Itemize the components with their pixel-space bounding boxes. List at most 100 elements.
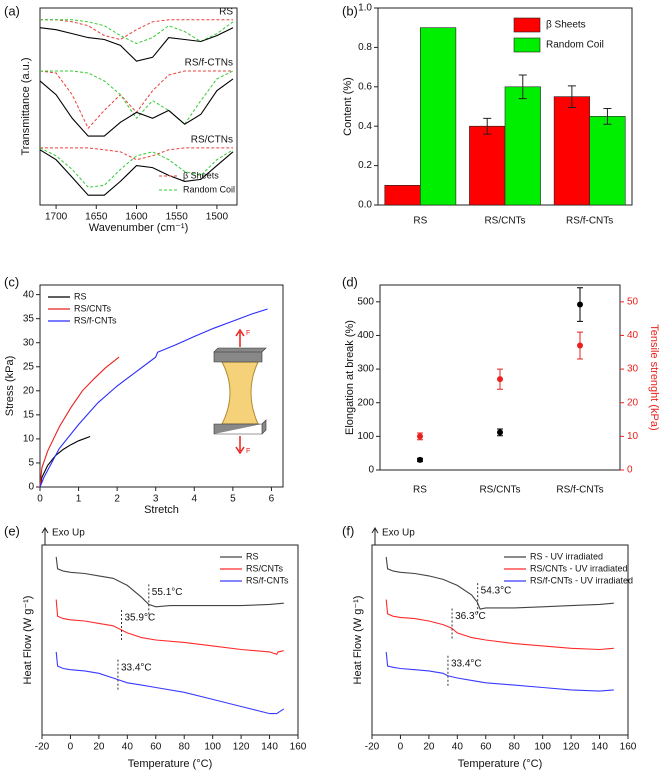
transition-label: 55.1°C <box>152 587 183 598</box>
point <box>577 342 583 349</box>
x-tick-label: 2 <box>114 494 120 505</box>
x-tick-label: 140 <box>591 742 608 753</box>
random-coil-curve <box>40 70 234 125</box>
bar <box>384 185 421 206</box>
transition-label: 36.3°C <box>455 611 486 622</box>
y-axis-label: Heat Flow (W g⁻¹) <box>22 596 34 685</box>
y-tick-label: 15 <box>23 409 35 420</box>
point <box>417 456 423 463</box>
y-tick-label: 0 <box>28 482 34 493</box>
sample-label: RS/CTNs <box>191 135 233 146</box>
x-tick-label: 1500 <box>206 212 229 223</box>
x-axis-label: Wavenumber (cm⁻¹) <box>89 222 189 234</box>
inset-sample <box>221 361 259 425</box>
series-line <box>385 556 614 610</box>
inset-arrow <box>235 328 245 455</box>
x-tick-label: 20 <box>423 742 435 753</box>
beta-sheet-curve <box>39 70 233 130</box>
x-tick-label: RS/CNTs <box>484 216 525 227</box>
bar <box>504 86 541 206</box>
x-tick-label: 0 <box>37 494 43 505</box>
bar <box>553 96 590 206</box>
y-tick-label: 5 <box>28 458 34 469</box>
y-tick-label: 30 <box>23 337 35 348</box>
x-tick-label: -20 <box>365 742 380 753</box>
random-coil-curve <box>40 19 234 45</box>
legend-label: RS/CNTs - UV irradiated <box>530 563 628 573</box>
x-tick-label: RS/CNTs <box>479 485 520 496</box>
y-tick-label: 1.0 <box>358 3 372 14</box>
x-tick-label: 1600 <box>125 212 148 223</box>
x-tick-label: 40 <box>122 742 134 753</box>
y-axis-label: Elongation at break (%) <box>344 320 356 435</box>
point <box>497 376 503 383</box>
y-tick-label: 35 <box>23 313 35 324</box>
panel-label: (a) <box>4 3 20 18</box>
error-bar <box>603 107 612 125</box>
inset-plate <box>213 347 267 363</box>
x-tick-label: 1550 <box>166 212 189 223</box>
y-axis-label: Heat Flow (W g⁻¹) <box>352 596 364 685</box>
y-tick-label: 100 <box>357 431 374 442</box>
series-line <box>55 556 284 608</box>
series-line <box>55 651 285 715</box>
x-tick-label: 60 <box>480 742 492 753</box>
y-tick-label: 10 <box>23 434 35 445</box>
bar <box>589 116 626 206</box>
plot-frame <box>39 284 284 488</box>
y-tick-label: 400 <box>357 330 374 341</box>
legend-swatch <box>513 37 541 53</box>
y2-tick-label: 40 <box>627 330 639 341</box>
series-line <box>39 308 268 488</box>
legend-label: Random Coil <box>183 184 235 194</box>
plot-frame <box>41 544 299 736</box>
error-bar <box>483 117 492 135</box>
plot-frame <box>371 544 629 736</box>
legend-label: RS/CNTs <box>74 303 112 313</box>
x-tick-label: RS <box>413 216 427 227</box>
y-tick-label: 0.4 <box>358 121 372 132</box>
error-bar <box>518 74 527 100</box>
y-tick-label: 0.0 <box>358 200 372 211</box>
x-tick-label: 160 <box>620 742 637 753</box>
x-tick-label: 140 <box>261 742 278 753</box>
x-tick-label: RS/f-CNTs <box>556 485 603 496</box>
random-coil-curve <box>39 147 234 188</box>
exo-arrow <box>41 527 49 545</box>
y-tick-label: 40 <box>23 289 35 300</box>
y-tick-label: 25 <box>23 361 35 372</box>
transition-label: 33.4°C <box>451 658 482 669</box>
y2-tick-label: 0 <box>627 465 633 476</box>
legend-label: RS <box>246 551 259 561</box>
x-tick-label: RS <box>413 485 427 496</box>
point <box>417 433 423 440</box>
x-tick-label: 120 <box>563 742 580 753</box>
panel-label: (b) <box>342 3 358 18</box>
bar <box>469 125 506 206</box>
legend-label: RS/f-CNTs <box>246 575 289 585</box>
beta-sheet-curve <box>40 147 233 161</box>
transition-label: 54.3°C <box>481 586 512 597</box>
x-axis-label: Stretch <box>144 504 179 516</box>
legend-label: RS/CNTs <box>246 563 284 573</box>
transition-label: 33.4°C <box>121 662 152 673</box>
x-tick-label: 80 <box>509 742 521 753</box>
x-tick-label: 0 <box>68 742 74 753</box>
legend-swatch <box>513 17 541 33</box>
series-line <box>39 435 91 488</box>
series-line <box>385 651 614 692</box>
plot-frame <box>379 284 621 471</box>
x-tick-label: 60 <box>150 742 162 753</box>
x-tick-label: RS/f-CNTs <box>566 216 613 227</box>
y2-tick-label: 30 <box>627 364 639 375</box>
y2-tick-label: 50 <box>627 296 639 307</box>
x-tick-label: 0 <box>398 742 404 753</box>
x-axis-label: Temperature (°C) <box>128 758 212 770</box>
y-axis-label: Transmittance (a.u.) <box>20 57 32 155</box>
exo-arrow <box>371 527 379 545</box>
panel-label: (e) <box>4 523 20 538</box>
y-tick-label: 0 <box>368 465 374 476</box>
x-tick-label: 100 <box>204 742 221 753</box>
sample-label: RS <box>219 6 233 17</box>
